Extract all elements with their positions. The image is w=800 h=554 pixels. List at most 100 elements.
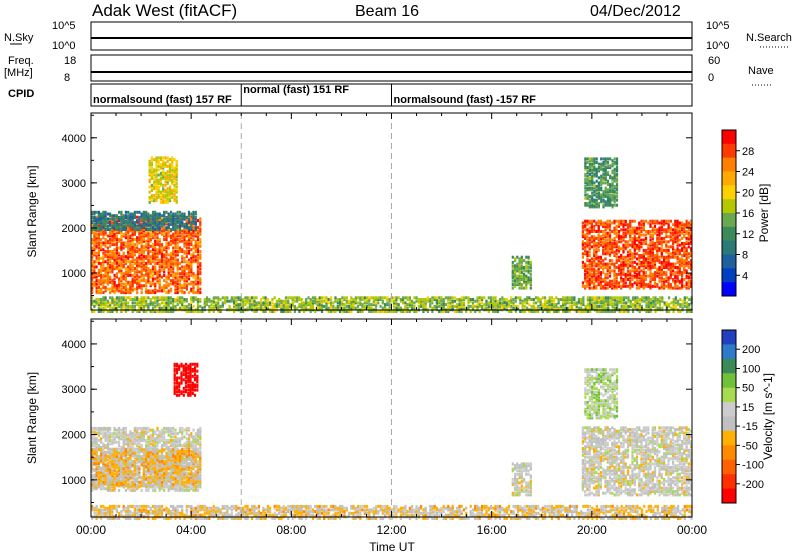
heatmap-cell xyxy=(113,221,116,225)
heatmap-cell xyxy=(584,172,587,176)
heatmap-cell xyxy=(458,303,461,307)
heatmap-cell xyxy=(174,258,177,262)
heatmap-cell xyxy=(287,304,290,308)
heatmap-cell xyxy=(525,260,528,264)
heatmap-cell xyxy=(235,299,238,303)
heatmap-cell xyxy=(167,261,170,265)
heatmap-cell xyxy=(145,279,148,283)
heatmap-cell xyxy=(599,279,602,283)
heatmap-cell xyxy=(183,299,186,303)
heatmap-cell xyxy=(181,291,184,295)
heatmap-cell xyxy=(109,256,112,260)
heatmap-cell xyxy=(640,276,643,280)
heatmap-cell xyxy=(178,238,182,241)
heatmap-cell xyxy=(145,265,148,269)
heatmap-cell xyxy=(172,280,175,284)
heatmap-cell xyxy=(586,196,589,200)
heatmap-cell xyxy=(113,232,116,236)
heatmap-cell xyxy=(573,296,576,300)
heatmap-cell xyxy=(162,200,165,204)
heatmap-cell xyxy=(183,282,186,286)
heatmap-cell xyxy=(593,264,596,268)
heatmap-cell xyxy=(115,275,118,279)
heatmap-cell xyxy=(157,188,160,192)
heatmap-cell xyxy=(685,223,688,227)
heatmap-cell xyxy=(359,303,362,307)
heatmap-cell xyxy=(257,303,260,307)
heatmap-cell xyxy=(147,279,150,283)
heatmap-cell xyxy=(168,194,172,198)
heatmap-cell xyxy=(449,304,452,308)
heatmap-cell xyxy=(474,299,477,303)
heatmap-cell xyxy=(217,304,220,308)
heatmap-cell xyxy=(669,267,672,271)
heatmap-cell xyxy=(611,248,614,252)
heatmap-cell xyxy=(175,170,178,174)
heatmap-cell xyxy=(591,298,594,301)
heatmap-cell xyxy=(598,306,601,310)
heatmap-cell xyxy=(588,238,591,242)
heatmap-cell xyxy=(676,255,679,259)
heatmap-cell xyxy=(100,232,103,236)
heatmap-cell xyxy=(91,241,94,245)
heatmap-cell xyxy=(622,272,625,276)
heatmap-cell xyxy=(157,185,160,189)
heatmap-cell xyxy=(102,284,105,288)
heatmap-cell xyxy=(620,301,623,305)
heatmap-cell xyxy=(142,236,145,240)
heatmap-cell xyxy=(183,267,186,271)
heatmap-cell xyxy=(171,192,174,196)
heatmap-cell xyxy=(604,238,607,242)
heatmap-cell xyxy=(631,226,634,230)
heatmap-cell xyxy=(629,269,632,273)
heatmap-cell xyxy=(501,304,504,308)
heatmap-cell xyxy=(266,298,269,301)
heatmap-cell xyxy=(516,264,519,268)
heatmap-cell xyxy=(347,304,351,308)
heatmap-cell xyxy=(599,221,602,225)
heatmap-cell xyxy=(511,283,514,287)
heatmap-cell xyxy=(653,242,657,245)
heatmap-cell xyxy=(395,303,398,307)
heatmap-cell xyxy=(617,272,621,276)
heatmap-cell xyxy=(140,212,143,216)
heatmap-cell xyxy=(158,279,161,283)
heatmap-cell xyxy=(635,228,639,232)
heatmap-cell xyxy=(168,168,172,172)
heatmap-cell xyxy=(653,247,657,251)
heatmap-cell xyxy=(478,304,481,308)
heatmap-cell xyxy=(573,301,576,305)
heatmap-cell xyxy=(629,224,632,228)
heatmap-cell xyxy=(595,272,598,276)
heatmap-cell xyxy=(127,304,130,308)
heatmap-cell xyxy=(273,303,276,307)
heatmap-cell xyxy=(120,222,123,226)
heatmap-cell xyxy=(183,277,186,281)
heatmap-cell xyxy=(599,235,602,239)
heatmap-cell xyxy=(611,205,614,209)
heatmap-cell xyxy=(230,299,233,303)
heatmap-cell xyxy=(133,267,136,271)
heatmap-cell xyxy=(181,277,184,281)
heatmap-cell xyxy=(165,216,168,219)
heatmap-cell xyxy=(557,298,560,301)
heatmap-cell xyxy=(93,212,96,216)
heatmap-cell xyxy=(138,255,141,259)
heatmap-cell xyxy=(635,238,639,242)
heatmap-cell xyxy=(115,272,118,276)
heatmap-cell xyxy=(172,226,175,230)
heatmap-cell xyxy=(607,299,610,303)
heatmap-cell xyxy=(600,164,603,168)
heatmap-cell xyxy=(529,279,532,283)
heatmap-cell xyxy=(165,238,168,241)
heatmap-cell xyxy=(602,157,605,161)
heatmap-cell xyxy=(187,243,191,247)
heatmap-cell xyxy=(517,304,520,308)
heatmap-cell xyxy=(447,310,450,313)
heatmap-cell xyxy=(514,284,517,288)
heatmap-cell xyxy=(104,232,107,236)
heatmap-cell xyxy=(172,256,175,260)
heatmap-cell xyxy=(685,242,688,245)
heatmap-cell xyxy=(590,286,593,290)
nsky-tick-top: 10^5 xyxy=(52,20,76,32)
